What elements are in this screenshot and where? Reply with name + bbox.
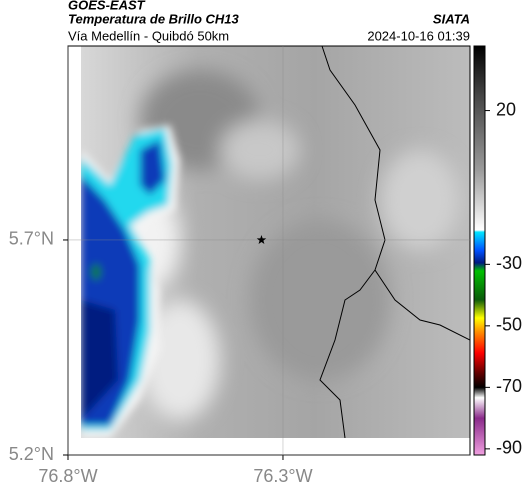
location-marker	[256, 234, 267, 245]
x-tick-label: 76.3°W	[253, 466, 312, 486]
satellite-image	[81, 46, 470, 438]
x-tick-label: 76.8°W	[38, 466, 97, 486]
y-tick-label: 5.2°N	[9, 444, 54, 464]
colorbar-tick-label: -50	[496, 315, 522, 335]
region: Vía Medellín - Quibdó 50km	[68, 28, 229, 43]
subtitle: Temperatura de Brillo CH13	[68, 11, 240, 26]
colorbar-tick-label: 20	[496, 99, 516, 119]
colorbar-tick-label: -90	[496, 438, 522, 458]
colorbar-tick-label: -30	[496, 253, 522, 273]
title: GOES-EAST	[68, 0, 146, 12]
source: SIATA	[433, 11, 470, 26]
colorbar	[473, 45, 486, 456]
y-tick-label: 5.7°N	[9, 229, 54, 249]
datetime: 2024-10-16 01:39	[367, 28, 470, 43]
colorbar-tick-label: -70	[496, 376, 522, 396]
